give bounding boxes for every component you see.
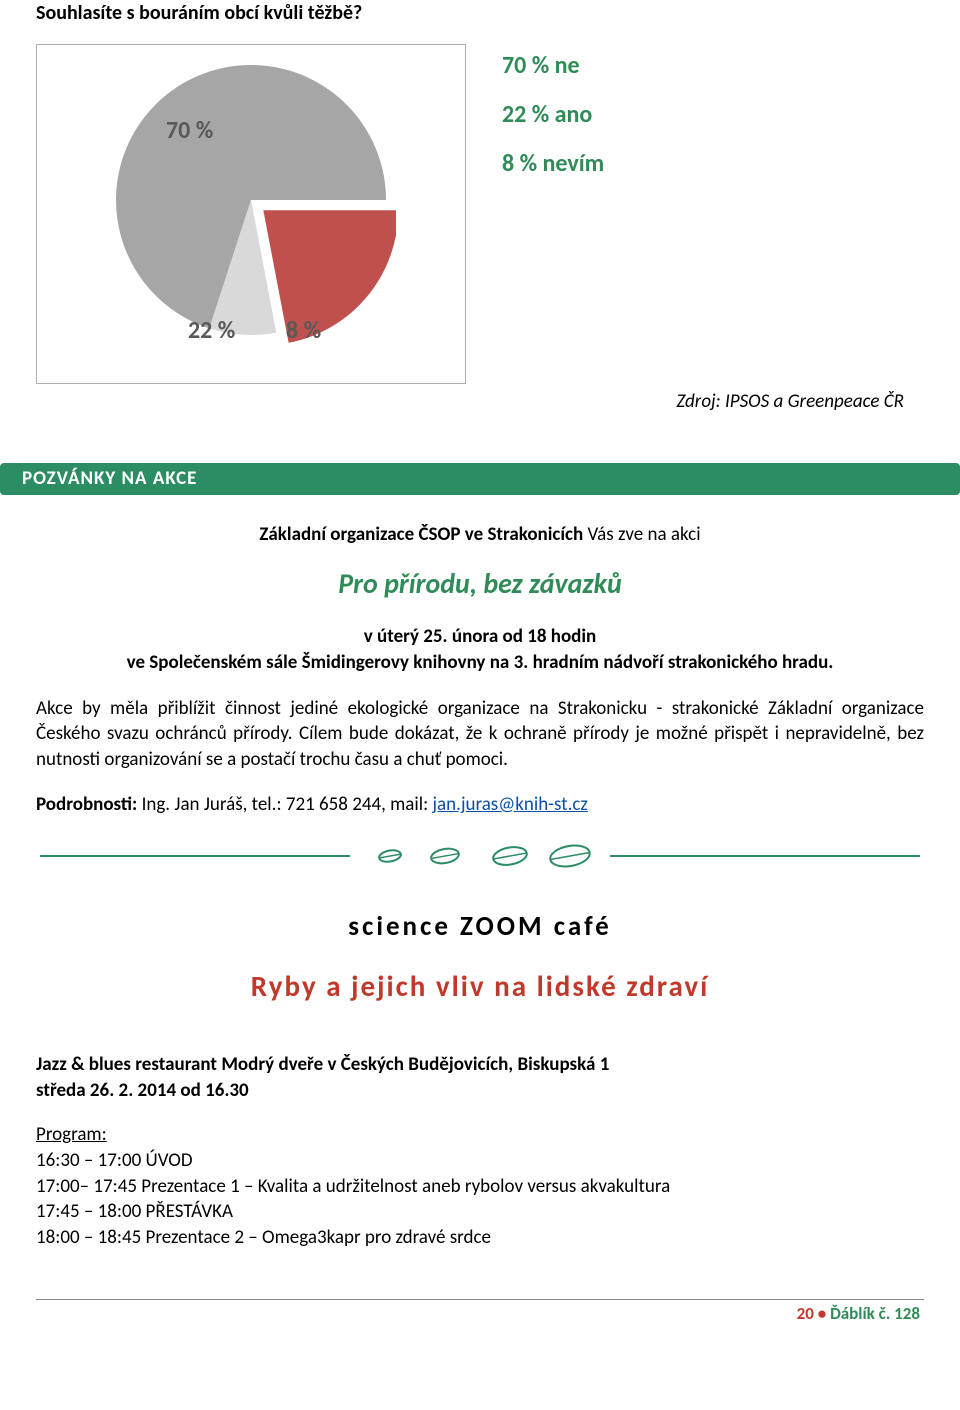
pie-slice-label: 22 % (188, 315, 235, 346)
pie-slice (263, 210, 396, 343)
legend-item: 22 % ano (502, 99, 604, 130)
details-label: Podrobnosti: (36, 793, 137, 816)
zoom-location: Jazz & blues restaurant Modrý dveře v Če… (36, 1052, 924, 1103)
survey-row: 70 % 22 % 8 % 70 % ne 22 % ano 8 % nevím (36, 44, 924, 384)
leaf-icon (378, 849, 402, 864)
pie-slice-label: 70 % (166, 115, 213, 146)
leaf-icon (492, 845, 528, 868)
chart-source: Zdroj: IPSOS a Greenpeace ČR (36, 390, 924, 415)
leaf-icon (430, 847, 460, 866)
invite-org-name: Základní organizace ČSOP ve Strakonicích (259, 523, 583, 546)
leaf-icon (549, 843, 592, 870)
program-line: 18:00 – 18:45 Prezentace 2 – Omega3kapr … (36, 1225, 924, 1251)
footer-separator (36, 1299, 924, 1300)
event-when-line1: v úterý 25. února od 18 hodin (36, 624, 924, 650)
pie-chart: 70 % 22 % 8 % (106, 55, 396, 345)
invite-org-line: Základní organizace ČSOP ve Strakonicích… (36, 523, 924, 548)
details-text: Ing. Jan Juráš, tel.: 721 658 244, mail: (137, 793, 432, 816)
contact-email-link[interactable]: jan.juras@knih-st.cz (433, 793, 588, 816)
footer-page-number: 20 (797, 1303, 814, 1324)
section-bar: POZVÁNKY NA AKCE (0, 463, 960, 496)
pie-legend: 70 % ne 22 % ano 8 % nevím (502, 44, 604, 180)
program-line: 16:30 – 17:00 ÚVOD (36, 1148, 924, 1174)
footer-issue: Ďáblík č. 128 (830, 1303, 920, 1324)
program-label: Program: (36, 1123, 924, 1148)
event-title: Pro přírodu, bez závazků (36, 566, 924, 602)
zoom-talk-title: Ryby a jejich vliv na lidské zdraví (36, 968, 924, 1006)
zoom-location-line2: středa 26. 2. 2014 od 16.30 (36, 1078, 924, 1104)
invite-org-suffix: Vás zve na akci (583, 523, 700, 546)
event-contact: Podrobnosti: Ing. Jan Juráš, tel.: 721 6… (36, 793, 924, 818)
legend-item: 8 % nevím (502, 148, 604, 179)
footer-dot: • (814, 1303, 830, 1324)
zoom-cafe-header: science ZOOM café (36, 909, 924, 944)
program-line: 17:00– 17:45 Prezentace 1 – Kvalita a ud… (36, 1174, 924, 1200)
program-block: Program: 16:30 – 17:00 ÚVOD17:00– 17:45 … (36, 1123, 924, 1250)
event-description: Akce by měla přiblížit činnost jediné ek… (36, 696, 924, 773)
legend-item: 70 % ne (502, 50, 604, 81)
program-line: 17:45 – 18:00 PŘESTÁVKA (36, 1199, 924, 1225)
pie-chart-frame: 70 % 22 % 8 % (36, 44, 466, 384)
pie-slice-label: 8 % (286, 315, 321, 346)
event-when: v úterý 25. února od 18 hodin ve Společe… (36, 624, 924, 675)
leaf-divider (36, 833, 924, 879)
event-when-line2: ve Společenském sále Šmidingerovy knihov… (36, 650, 924, 676)
zoom-location-line1: Jazz & blues restaurant Modrý dveře v Če… (36, 1052, 924, 1078)
survey-question: Souhlasíte s bouráním obcí kvůli těžbě? (36, 0, 924, 26)
page-footer: 20 • Ďáblík č. 128 (36, 1303, 924, 1325)
